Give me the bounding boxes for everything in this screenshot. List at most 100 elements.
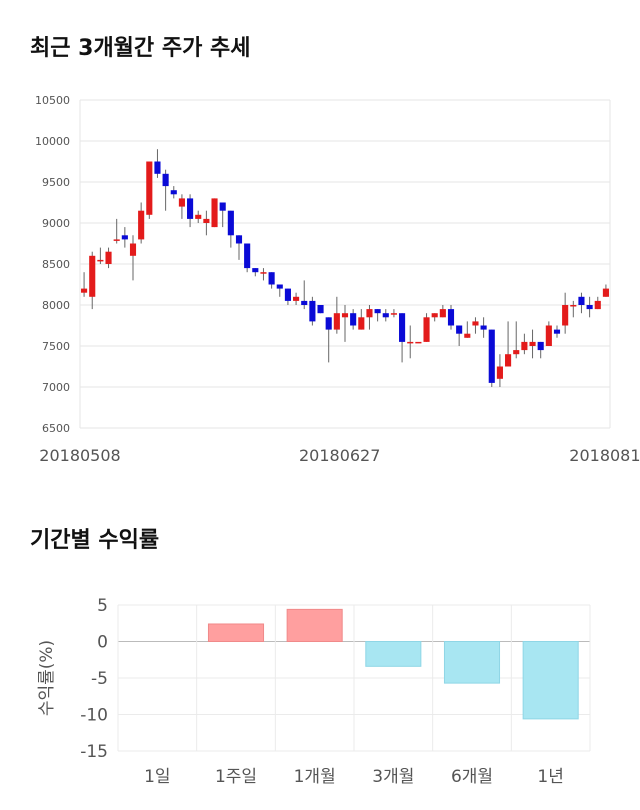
candle-body [366, 309, 373, 318]
candle-body [211, 198, 218, 228]
candle-body [97, 259, 104, 262]
returns-x-tick: 1개월 [294, 767, 336, 787]
candle-body [456, 325, 463, 334]
candle-body [113, 239, 120, 241]
returns-x-tick: 1주일 [215, 767, 257, 787]
candlestick-y-tick: 9000 [42, 217, 70, 230]
candle-body [293, 296, 300, 301]
candle-body [570, 305, 577, 307]
candle-body [521, 341, 528, 351]
candle-body [488, 329, 495, 383]
returns-bar [365, 641, 422, 667]
candle-body [81, 288, 88, 293]
candle-body [586, 305, 593, 310]
returns-y-tick: -15 [80, 742, 108, 762]
candle-body [341, 313, 349, 318]
candle-body [276, 284, 283, 289]
candle-body [374, 309, 381, 314]
candle-body [439, 309, 446, 318]
candle-body [235, 235, 243, 244]
candle-body [138, 210, 145, 240]
returns-x-tick: 1일 [144, 767, 170, 787]
candlestick-y-tick: 10500 [35, 94, 70, 107]
returns-bar-chart: 5 0 -5 -10 -15 1일 1주일 1개월 3개월 6개월 1년 수익률(%) [37, 596, 591, 787]
candlestick-x-tick-labels: 20180508 20180627 20180810 [39, 446, 640, 465]
candle-body [178, 198, 185, 207]
candle-body [358, 317, 365, 330]
candlestick-x-tick: 20180810 [569, 446, 640, 465]
returns-x-tick: 3개월 [372, 767, 414, 787]
candle-body [594, 300, 601, 310]
candle-body [309, 300, 316, 322]
candle-body [195, 214, 202, 219]
candle-body [537, 341, 544, 351]
candle-body [252, 268, 259, 273]
candle-body [472, 321, 479, 326]
returns-x-tick: 6개월 [451, 767, 493, 787]
candle-body [121, 235, 128, 240]
returns-y-tick: 0 [97, 633, 108, 653]
candle-body [227, 210, 234, 236]
candle-body [203, 218, 210, 223]
returns-grid [117, 604, 591, 752]
candle-body [447, 309, 455, 326]
candlestick-chart: 6500 7000 7500 8000 8500 9000 9500 10000 10500 2… [35, 94, 640, 465]
candle-body [513, 350, 520, 355]
returns-y-tick: -10 [80, 706, 108, 726]
candle-body [187, 198, 194, 219]
candlestick-y-tick: 8500 [42, 258, 70, 271]
candle-body [105, 251, 112, 264]
candle-body [350, 313, 357, 326]
candle-body [89, 255, 96, 297]
candle-body [284, 288, 291, 301]
returns-bar [522, 641, 579, 720]
candle-body [244, 243, 251, 269]
returns-y-tick-labels: 5 0 -5 -10 -15 [80, 596, 108, 762]
candle-body [382, 313, 389, 318]
candle-body [407, 341, 414, 344]
returns-title: 기간별 수익률 [30, 528, 160, 553]
returns-y-tick: -5 [91, 669, 108, 689]
returns-x-tick-labels: 1일 1주일 1개월 3개월 6개월 1년 [144, 767, 564, 787]
candle-body [146, 161, 153, 215]
returns-bar [207, 623, 265, 642]
candle-body [399, 313, 406, 342]
candle-body [505, 354, 512, 367]
candle-body [529, 341, 536, 346]
candle-body [268, 272, 275, 285]
candle-body [578, 296, 585, 305]
candlestick-y-tick: 7500 [42, 340, 70, 353]
candlestick-y-tick: 6500 [42, 422, 70, 435]
candle-body [480, 325, 487, 330]
returns-bar [443, 641, 501, 684]
candlestick-x-tick: 20180627 [299, 446, 380, 465]
candle-body [333, 313, 340, 330]
candle-body [545, 325, 552, 346]
candle-body [154, 161, 161, 174]
candle-body [431, 313, 438, 318]
candlestick-grid [79, 99, 611, 429]
returns-y-axis-label: 수익률(%) [37, 640, 57, 716]
candlestick-y-tick: 8000 [42, 299, 70, 312]
candle-body [317, 305, 324, 314]
candlestick-y-tick: 9500 [42, 176, 70, 189]
returns-y-tick: 5 [97, 596, 108, 616]
candle-body [301, 300, 308, 305]
candlestick-y-tick: 7000 [42, 381, 70, 394]
candle-body [219, 202, 226, 211]
candle-body [415, 341, 422, 344]
candle-body [602, 288, 609, 297]
returns-bar [286, 608, 343, 642]
candle-body [423, 317, 430, 342]
candle-body [464, 333, 471, 338]
candle-body [162, 173, 169, 187]
candlestick-y-tick: 10000 [35, 135, 70, 148]
returns-x-tick: 1년 [537, 767, 563, 787]
candle-body [325, 317, 332, 330]
candle-body [496, 366, 503, 379]
candle-body [562, 305, 569, 326]
candle-body [129, 243, 137, 256]
price-trend-title: 최근 3개월간 주가 추세 [30, 36, 251, 61]
candle-body [170, 190, 177, 195]
candle-body [390, 313, 397, 315]
